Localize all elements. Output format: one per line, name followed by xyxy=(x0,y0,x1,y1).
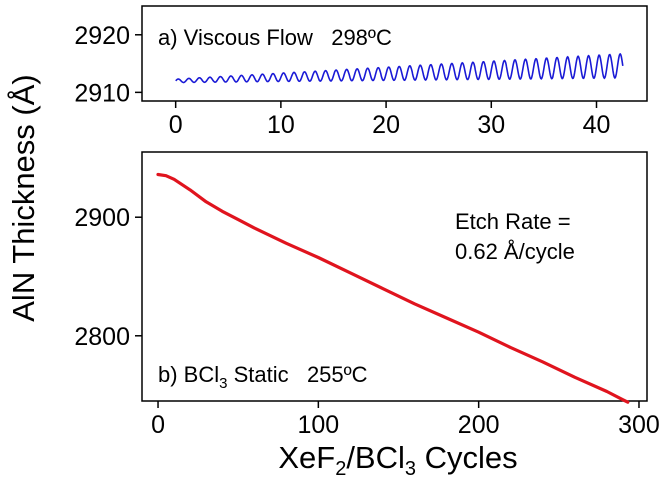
panel-b-series-line xyxy=(156,172,630,404)
x-axis-label-main: XeF xyxy=(278,440,335,475)
x-axis-label-mid: /BCl xyxy=(346,440,405,475)
panel-a-ytick-label: 2910 xyxy=(74,79,130,107)
panel-b-frame xyxy=(141,151,648,402)
y-axis-label: AlN Thickness (Å) xyxy=(6,74,41,322)
panel-b-xtick-label: 300 xyxy=(618,411,660,439)
panel-a-xtick-label: 20 xyxy=(372,111,400,139)
x-axis-label-sub1: 2 xyxy=(335,458,346,478)
panel-a-ytick-label: 2920 xyxy=(74,22,130,50)
panel-b-xtick-label: 0 xyxy=(151,411,165,439)
panel-a-xtick-label: 0 xyxy=(169,111,183,139)
etch-rate-line1: Etch Rate = xyxy=(455,209,571,234)
etch-rate-line2: 0.62 Å/cycle xyxy=(455,239,575,264)
x-axis-label-end: Cycles xyxy=(416,440,518,475)
panel-b-ytick-label: 2900 xyxy=(74,204,130,232)
panel-a-xtick-label: 40 xyxy=(583,111,611,139)
panel-b-annotation-end: Static 255ºC xyxy=(227,362,367,387)
panel-a-annotation: a) Viscous Flow 298ºC xyxy=(158,25,392,50)
panel-a-yticks: 2910 2920 xyxy=(74,22,142,107)
panel-b-xtick-label: 200 xyxy=(458,411,500,439)
panel-a-xticks: 0 10 20 30 40 xyxy=(169,101,611,139)
panel-b-annotation-main: b) BCl xyxy=(158,362,219,387)
x-axis-label-sub2: 3 xyxy=(405,458,416,478)
panel-b-annotation: b) BCl3 Static 255ºC xyxy=(158,362,368,392)
panel-a-xtick-label: 30 xyxy=(477,111,505,139)
panel-b-xtick-label: 100 xyxy=(297,411,339,439)
panel-a-xtick-label: 10 xyxy=(267,111,295,139)
panel-a-frame xyxy=(141,5,648,102)
panel-b: 0 100 200 300 2800 2900 Etch Rate = 0.62 Å/c… xyxy=(74,151,660,439)
panel-b-xticks: 0 100 200 300 xyxy=(151,401,660,439)
panel-b-annotation-sub: 3 xyxy=(219,375,227,392)
panel-a-series-line xyxy=(175,53,624,84)
panel-b-yticks: 2800 2900 xyxy=(74,204,142,351)
panel-b-ytick-label: 2800 xyxy=(74,323,130,351)
x-axis-label: XeF2/BCl3 Cycles xyxy=(278,440,517,478)
panel-a: 0 10 20 30 40 2910 2920 a) Viscous Flow 298ºC xyxy=(74,5,648,139)
